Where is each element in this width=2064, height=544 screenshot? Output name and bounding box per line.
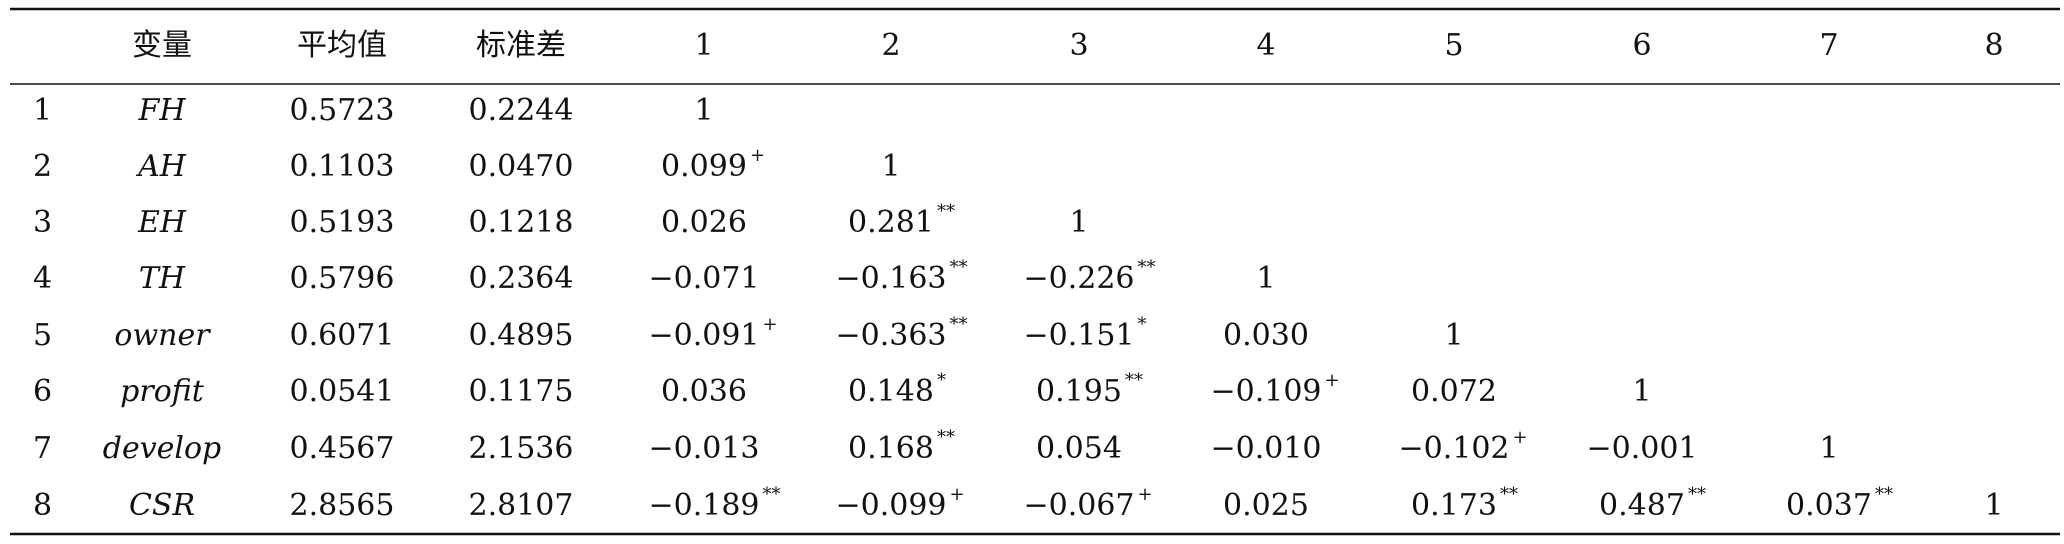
significance-mark: ** [1125, 370, 1143, 391]
significance-mark: ** [1138, 257, 1156, 278]
significance-mark: + [1325, 370, 1340, 391]
mean-cell: 0.1103 [290, 149, 395, 184]
row-index: 5 [33, 318, 52, 353]
header-cell: 平均值 [297, 28, 387, 63]
correlation-cell: 1 [1632, 374, 1651, 409]
sd-cell: 0.1175 [469, 374, 574, 409]
correlation-cell: 1 [1984, 488, 2003, 523]
correlation-cell: −0.109 [1210, 374, 1321, 409]
mean-cell: 0.5796 [290, 261, 395, 296]
correlation-cell: 1 [1819, 431, 1838, 466]
correlation-cell: 0.026 [661, 205, 747, 240]
correlation-cell: 0.195 [1036, 374, 1122, 409]
significance-mark: + [1513, 427, 1528, 448]
correlation-cell: 0.025 [1223, 488, 1309, 523]
header-cell: 6 [1632, 28, 1651, 63]
significance-mark: * [1138, 314, 1147, 335]
correlation-cell: 0.037 [1786, 488, 1872, 523]
sd-cell: 0.4895 [469, 318, 574, 353]
variable-name: TH [139, 261, 186, 296]
row-index: 3 [33, 205, 52, 240]
correlation-cell: 1 [1256, 261, 1275, 296]
correlation-cell: 0.281 [848, 205, 934, 240]
significance-mark: ** [1500, 484, 1518, 505]
correlation-cell: −0.226 [1023, 261, 1134, 296]
significance-mark: ** [950, 257, 968, 278]
significance-mark: + [1138, 484, 1153, 505]
mean-cell: 0.6071 [290, 318, 395, 353]
variable-name: profit [120, 374, 205, 409]
correlation-cell: 1 [694, 93, 713, 128]
correlation-cell: −0.189 [648, 488, 759, 523]
correlation-cell: 0.030 [1223, 318, 1309, 353]
significance-mark: + [763, 314, 778, 335]
correlation-cell: 0.168 [848, 431, 934, 466]
correlation-cell: −0.163 [835, 261, 946, 296]
variable-name: CSR [129, 488, 195, 523]
mean-cell: 0.5723 [290, 93, 395, 128]
mean-cell: 0.4567 [290, 431, 395, 466]
significance-mark: ** [1875, 484, 1893, 505]
correlation-cell: 0.072 [1411, 374, 1497, 409]
correlation-cell: −0.010 [1210, 431, 1321, 466]
correlation-cell: −0.091 [648, 318, 759, 353]
correlation-cell: 0.054 [1036, 431, 1122, 466]
correlation-cell: 1 [1444, 318, 1463, 353]
correlation-cell: 0.036 [661, 374, 747, 409]
sd-cell: 0.2364 [469, 261, 574, 296]
header-cell: 5 [1444, 28, 1463, 63]
significance-mark: ** [763, 484, 781, 505]
significance-mark: + [950, 484, 965, 505]
header-cell: 标准差 [476, 28, 566, 63]
variable-name: FH [138, 93, 187, 128]
mean-cell: 0.0541 [290, 374, 395, 409]
header-cell: 变量 [132, 28, 192, 63]
row-index: 1 [33, 93, 52, 128]
row-index: 6 [33, 374, 52, 409]
row-index: 7 [33, 431, 52, 466]
header-cell: 4 [1256, 28, 1275, 63]
significance-mark: ** [950, 314, 968, 335]
sd-cell: 2.8107 [469, 488, 574, 523]
correlation-cell: −0.067 [1023, 488, 1134, 523]
correlation-cell: −0.102 [1398, 431, 1509, 466]
correlation-cell: −0.363 [835, 318, 946, 353]
sd-cell: 2.1536 [469, 431, 574, 466]
correlation-cell: 0.173 [1411, 488, 1497, 523]
mean-cell: 0.5193 [290, 205, 395, 240]
significance-mark: ** [1688, 484, 1706, 505]
row-index: 2 [33, 149, 52, 184]
correlation-cell: 0.148 [848, 374, 934, 409]
row-index: 8 [33, 488, 52, 523]
significance-mark: + [750, 145, 765, 166]
header-cell: 8 [1984, 28, 2003, 63]
correlation-cell: 1 [1069, 205, 1088, 240]
header-cell: 7 [1819, 28, 1838, 63]
sd-cell: 0.0470 [469, 149, 574, 184]
correlation-cell: −0.013 [648, 431, 759, 466]
mean-cell: 2.8565 [290, 488, 395, 523]
variable-name: develop [103, 431, 222, 466]
correlation-cell: 0.099 [661, 149, 747, 184]
correlation-cell: −0.071 [648, 261, 759, 296]
correlation-cell: −0.099 [835, 488, 946, 523]
significance-mark: * [937, 370, 946, 391]
variable-name: AH [135, 149, 187, 184]
correlation-cell: −0.151 [1023, 318, 1134, 353]
significance-mark: ** [937, 427, 955, 448]
sd-cell: 0.2244 [469, 93, 574, 128]
header-cell: 2 [881, 28, 900, 63]
sd-cell: 0.1218 [469, 205, 574, 240]
significance-mark: ** [937, 201, 955, 222]
variable-name: owner [114, 318, 211, 353]
variable-name: EH [137, 205, 187, 240]
header-cell: 3 [1069, 28, 1088, 63]
correlation-cell: 0.487 [1599, 488, 1685, 523]
correlation-cell: 1 [881, 149, 900, 184]
row-index: 4 [33, 261, 52, 296]
header-cell: 1 [694, 28, 713, 63]
correlation-cell: −0.001 [1586, 431, 1697, 466]
